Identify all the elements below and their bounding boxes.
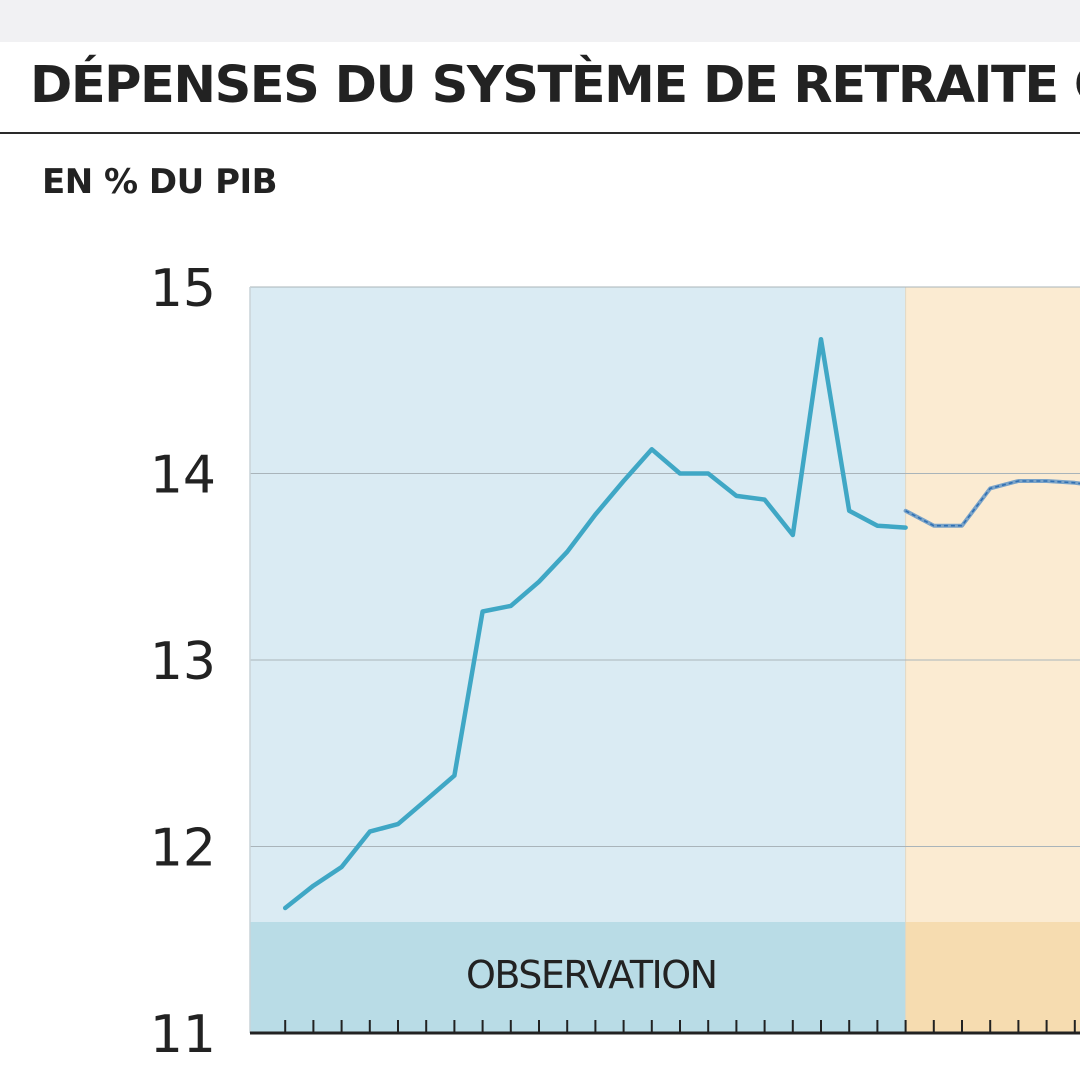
- y-tick-label-14: 14: [150, 446, 216, 506]
- observed-series-line: [282, 336, 908, 911]
- top-band: [0, 0, 1080, 42]
- y-tick-label-11: 11: [150, 1005, 216, 1065]
- projection-series-line-alt: [905, 480, 1080, 527]
- chart-title: DÉPENSES DU SYSTÈME DE RETRAITE C: [30, 56, 1080, 115]
- y-tick-label-12: 12: [150, 819, 216, 879]
- title-rule: [0, 132, 1080, 134]
- observation-label-band: [250, 922, 906, 1033]
- y-tick-label-13: 13: [150, 632, 216, 692]
- observation-label: OBSERVATION: [466, 953, 717, 997]
- projection-label-band: [905, 922, 1080, 1033]
- chart-subtitle: EN % DU PIB: [42, 162, 278, 202]
- y-tick-label-15: 15: [150, 259, 216, 319]
